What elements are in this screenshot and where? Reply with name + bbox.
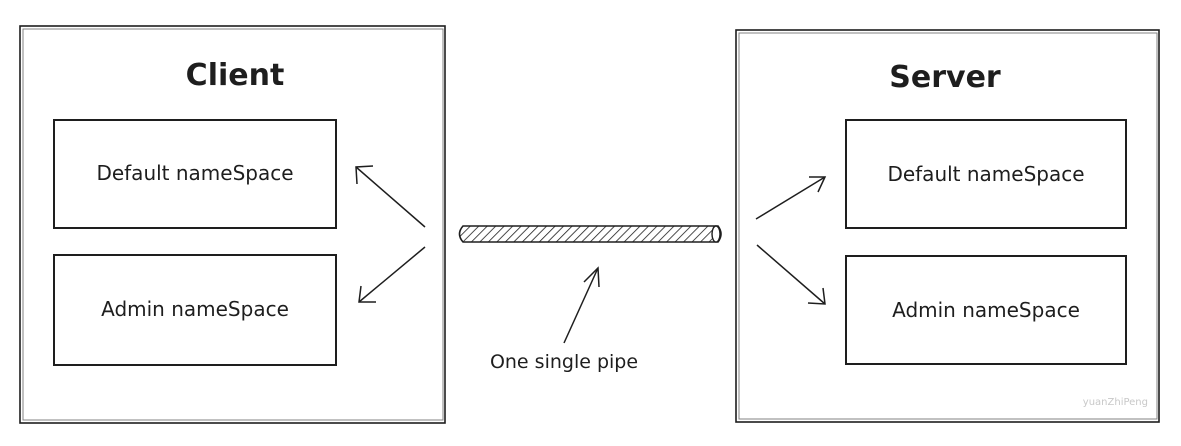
client-default-namespace-label: Default nameSpace [96,161,293,185]
pipe [458,225,722,243]
server-default-namespace-box: Default nameSpace [845,119,1127,229]
client-admin-namespace-label: Admin nameSpace [101,297,289,321]
pipe-label: One single pipe [490,351,638,373]
server-title: Server [889,60,1001,95]
server-default-namespace-label: Default nameSpace [887,162,1084,186]
arrow-to-server-default [755,176,827,220]
arrow-caption-to-pipe [563,266,600,344]
client-admin-namespace-box: Admin nameSpace [53,254,337,366]
arrow-to-client-admin [358,246,426,303]
watermark: yuanZhiPeng [1083,397,1148,408]
client-panel: Client Default nameSpace Admin nameSpace [19,25,446,424]
server-panel: Server Default nameSpace Admin nameSpace… [735,29,1160,423]
client-title: Client [186,58,285,93]
arrow-to-server-admin [756,244,826,305]
server-admin-namespace-label: Admin nameSpace [892,298,1080,322]
arrow-to-client-default [355,165,426,228]
client-default-namespace-box: Default nameSpace [53,119,337,229]
server-admin-namespace-box: Admin nameSpace [845,255,1127,365]
